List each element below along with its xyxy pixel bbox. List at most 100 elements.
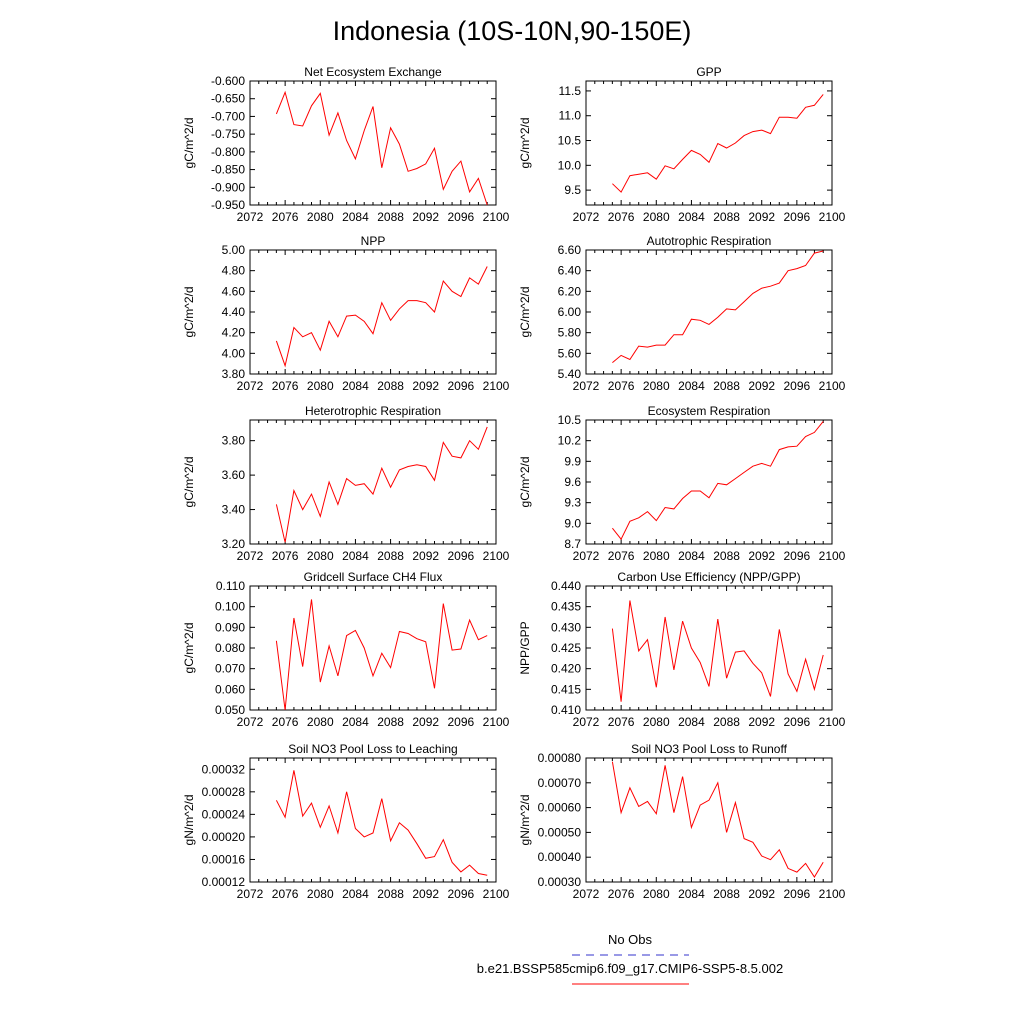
- legend-obs-label: No Obs: [608, 932, 653, 947]
- y-tick-label: 4.00: [222, 346, 246, 360]
- x-tick-label: 2088: [377, 549, 404, 563]
- x-tick-label: 2096: [448, 887, 475, 901]
- y-tick-label: 9.5: [564, 183, 581, 197]
- series-line: [612, 94, 824, 193]
- series-line: [611, 600, 824, 702]
- x-tick-label: 2088: [713, 887, 740, 901]
- y-axis-label: gC/m^2/d: [182, 457, 196, 508]
- x-tick-label: 2072: [237, 379, 264, 393]
- y-tick-label: 5.00: [222, 243, 246, 257]
- y-tick-label: 3.60: [222, 468, 246, 482]
- panel-ecosystem-respiration: Ecosystem Respiration 2072 2076 2080 2084 208…: [518, 404, 846, 563]
- x-tick-label: 2096: [448, 210, 475, 224]
- x-tick-label: 2080: [307, 379, 334, 393]
- y-tick-label: 0.00032: [202, 762, 246, 776]
- y-tick-label: 0.070: [215, 662, 245, 676]
- x-tick-label: 2096: [784, 549, 811, 563]
- panel-title: Gridcell Surface CH4 Flux: [304, 570, 443, 584]
- x-tick-label: 2092: [412, 887, 439, 901]
- panel-title: Heterotrophic Respiration: [305, 404, 441, 418]
- x-tick-label: 2080: [307, 549, 334, 563]
- panel-soil-no3-pool-loss-to-leaching: Soil NO3 Pool Loss to Leaching 2072 2076 20…: [182, 742, 510, 901]
- x-tick-label: 2084: [342, 715, 369, 729]
- x-tick-label: 2072: [573, 887, 600, 901]
- y-tick-label: -0.650: [211, 92, 245, 106]
- x-tick-label: 2084: [342, 210, 369, 224]
- x-tick-label: 2072: [237, 549, 264, 563]
- x-tick-label: 2076: [608, 715, 635, 729]
- y-tick-label: -0.900: [211, 180, 245, 194]
- x-tick-label: 2072: [573, 210, 600, 224]
- plot-frame: [585, 80, 833, 206]
- x-tick-label: 2084: [678, 887, 705, 901]
- y-tick-label: 11.0: [559, 109, 582, 123]
- x-tick-label: 2076: [608, 379, 635, 393]
- x-tick-label: 2080: [643, 715, 670, 729]
- x-tick-label: 2072: [573, 549, 600, 563]
- x-tick-label: 2092: [748, 715, 775, 729]
- x-tick-label: 2080: [643, 549, 670, 563]
- x-tick-label: 2092: [748, 887, 775, 901]
- x-tick-label: 2084: [342, 549, 369, 563]
- x-tick-label: 2100: [819, 715, 846, 729]
- series-line: [275, 770, 488, 876]
- x-tick-label: 2088: [713, 379, 740, 393]
- y-tick-label: 0.00060: [538, 801, 582, 815]
- y-tick-label: 0.440: [551, 579, 581, 593]
- y-tick-label: 4.60: [222, 284, 246, 298]
- x-tick-label: 2084: [678, 210, 705, 224]
- y-tick-label: -0.700: [211, 109, 245, 123]
- series-line: [612, 250, 824, 363]
- x-tick-label: 2100: [483, 715, 510, 729]
- y-axis-label: gN/m^2/d: [518, 795, 532, 846]
- x-tick-label: 2096: [448, 379, 475, 393]
- y-axis-label: gC/m^2/d: [518, 118, 532, 169]
- x-tick-label: 2076: [272, 887, 299, 901]
- x-tick-label: 2088: [713, 549, 740, 563]
- y-tick-label: 0.00030: [538, 875, 582, 889]
- y-tick-label: 0.110: [216, 579, 245, 593]
- legend: No Obs b.e21.BSSP585cmip6.f09_g17.CMIP6-…: [477, 932, 783, 985]
- panel-title: Soil NO3 Pool Loss to Leaching: [288, 742, 457, 756]
- y-tick-label: 10.2: [558, 434, 582, 448]
- panel-gpp: GPP 2072 2076 2080 2084 2088 2092 2096 2100 9.5 10…: [518, 65, 846, 224]
- x-tick-label: 2072: [237, 715, 264, 729]
- y-tick-label: 4.40: [222, 305, 246, 319]
- panel-title: NPP: [361, 234, 386, 248]
- y-tick-label: -0.950: [211, 198, 245, 212]
- x-tick-label: 2100: [483, 549, 510, 563]
- x-tick-label: 2100: [819, 549, 846, 563]
- panel-title: Autotrophic Respiration: [647, 234, 772, 248]
- y-tick-label: 6.60: [558, 243, 582, 257]
- x-tick-label: 2092: [748, 210, 775, 224]
- panel-title: GPP: [696, 65, 721, 79]
- y-tick-label: 9.6: [564, 475, 581, 489]
- x-tick-label: 2092: [412, 715, 439, 729]
- x-tick-label: 2084: [678, 379, 705, 393]
- x-tick-label: 2072: [237, 210, 264, 224]
- y-tick-label: 0.080: [215, 641, 245, 655]
- y-tick-label: -0.850: [211, 163, 245, 177]
- x-tick-label: 2100: [483, 379, 510, 393]
- x-tick-label: 2096: [784, 379, 811, 393]
- y-tick-label: 0.00050: [538, 825, 582, 839]
- x-tick-label: 2080: [307, 887, 334, 901]
- plot-frame: [585, 757, 833, 883]
- x-tick-label: 2092: [412, 210, 439, 224]
- x-tick-label: 2080: [643, 210, 670, 224]
- series-line: [275, 599, 488, 711]
- panel-heterotrophic-respiration: Heterotrophic Respiration 2072 2076 2080 208…: [182, 404, 510, 563]
- panel-npp: NPP 2072 2076 2080 2084 2088 2092 2096 2100 3.80 4…: [182, 234, 510, 393]
- y-tick-label: 0.060: [215, 682, 245, 696]
- y-tick-label: 0.00020: [202, 830, 246, 844]
- y-tick-label: 5.80: [558, 326, 582, 340]
- series-line: [275, 90, 488, 206]
- x-tick-label: 2084: [678, 715, 705, 729]
- x-tick-label: 2076: [608, 549, 635, 563]
- y-tick-label: 4.20: [222, 326, 246, 340]
- y-axis-label: gC/m^2/d: [182, 287, 196, 338]
- y-tick-label: -0.800: [211, 145, 245, 159]
- x-tick-label: 2100: [483, 210, 510, 224]
- panel-title: Net Ecosystem Exchange: [304, 65, 442, 79]
